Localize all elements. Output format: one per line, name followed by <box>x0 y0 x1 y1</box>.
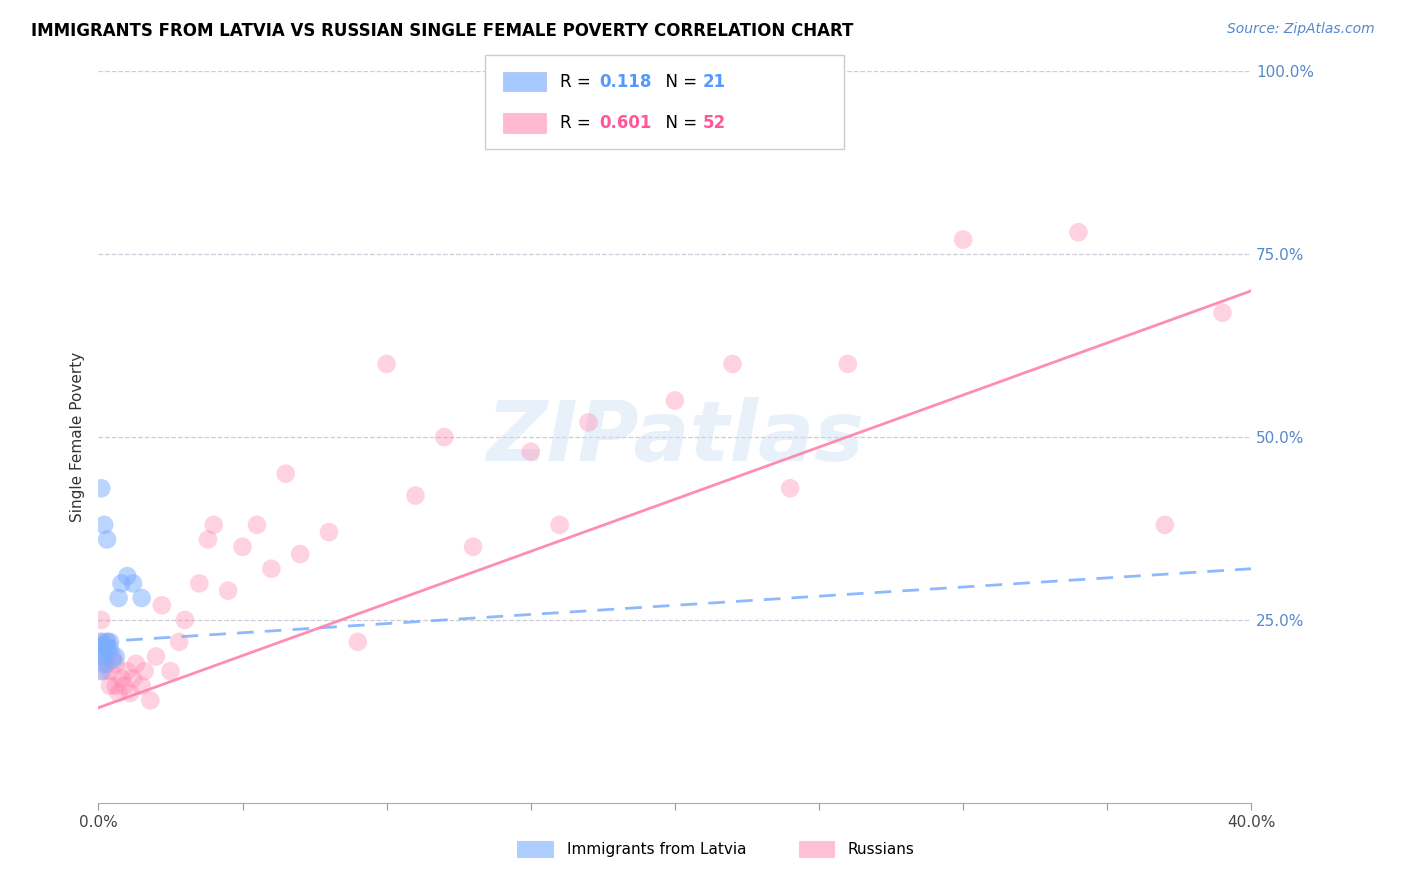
Point <box>290 547 312 561</box>
Point <box>721 357 744 371</box>
Text: 52: 52 <box>703 114 725 132</box>
Point <box>952 233 974 247</box>
Point <box>139 693 162 707</box>
Point <box>101 649 124 664</box>
Point <box>90 481 112 495</box>
Point <box>375 357 398 371</box>
Point <box>122 672 145 686</box>
Point <box>159 664 181 678</box>
Point <box>90 664 112 678</box>
Point <box>779 481 801 495</box>
Text: Immigrants from Latvia: Immigrants from Latvia <box>567 842 747 856</box>
Text: IMMIGRANTS FROM LATVIA VS RUSSIAN SINGLE FEMALE POVERTY CORRELATION CHART: IMMIGRANTS FROM LATVIA VS RUSSIAN SINGLE… <box>31 22 853 40</box>
Point <box>96 635 118 649</box>
Point <box>246 517 269 532</box>
Point <box>520 444 543 458</box>
Point <box>104 657 127 671</box>
Point <box>405 489 427 503</box>
Point <box>197 533 219 547</box>
Point <box>145 649 167 664</box>
Point <box>548 517 571 532</box>
Point <box>93 517 115 532</box>
Point <box>98 679 121 693</box>
Point <box>318 525 340 540</box>
Point <box>107 686 129 700</box>
Point <box>346 635 368 649</box>
Point <box>461 540 484 554</box>
Point <box>98 642 121 657</box>
Point <box>90 639 112 653</box>
Point <box>837 357 859 371</box>
Text: 21: 21 <box>703 72 725 90</box>
Point <box>104 679 127 693</box>
Point <box>131 591 153 605</box>
Text: R =: R = <box>560 72 596 90</box>
Point <box>96 635 118 649</box>
Point <box>274 467 297 481</box>
Point <box>122 576 145 591</box>
Point <box>260 562 283 576</box>
Point <box>578 416 600 430</box>
Point <box>125 657 148 671</box>
Point <box>104 649 127 664</box>
Text: Russians: Russians <box>848 842 915 856</box>
Point <box>112 679 135 693</box>
Text: ZIPatlas: ZIPatlas <box>486 397 863 477</box>
Point <box>117 569 139 583</box>
Point <box>664 393 686 408</box>
Point <box>96 642 118 657</box>
Point <box>90 635 112 649</box>
Point <box>107 591 129 605</box>
Point <box>101 653 124 667</box>
Point <box>117 664 139 678</box>
Point <box>120 686 142 700</box>
Point <box>217 583 239 598</box>
Point <box>433 430 456 444</box>
Point <box>96 533 118 547</box>
Point <box>131 679 153 693</box>
Point <box>93 649 115 664</box>
Point <box>174 613 197 627</box>
Point <box>93 657 115 671</box>
Text: N =: N = <box>655 72 703 90</box>
Point <box>93 649 115 664</box>
Text: Source: ZipAtlas.com: Source: ZipAtlas.com <box>1227 22 1375 37</box>
Point <box>98 635 121 649</box>
Point <box>90 613 112 627</box>
Point <box>90 646 112 660</box>
Text: N =: N = <box>655 114 703 132</box>
Point <box>96 657 118 671</box>
Point <box>98 664 121 678</box>
Point <box>188 576 211 591</box>
Text: 0.118: 0.118 <box>599 72 651 90</box>
Point <box>134 664 156 678</box>
Point <box>1154 517 1177 532</box>
Point <box>110 672 132 686</box>
Point <box>110 576 132 591</box>
Text: 0.601: 0.601 <box>599 114 651 132</box>
Y-axis label: Single Female Poverty: Single Female Poverty <box>69 352 84 522</box>
Point <box>150 599 173 613</box>
Point <box>93 639 115 653</box>
Point <box>1067 225 1090 239</box>
Point <box>93 664 115 678</box>
Point <box>231 540 254 554</box>
Point <box>167 635 190 649</box>
Point <box>202 517 225 532</box>
Text: R =: R = <box>560 114 596 132</box>
Point <box>90 635 112 649</box>
Point <box>1212 306 1234 320</box>
